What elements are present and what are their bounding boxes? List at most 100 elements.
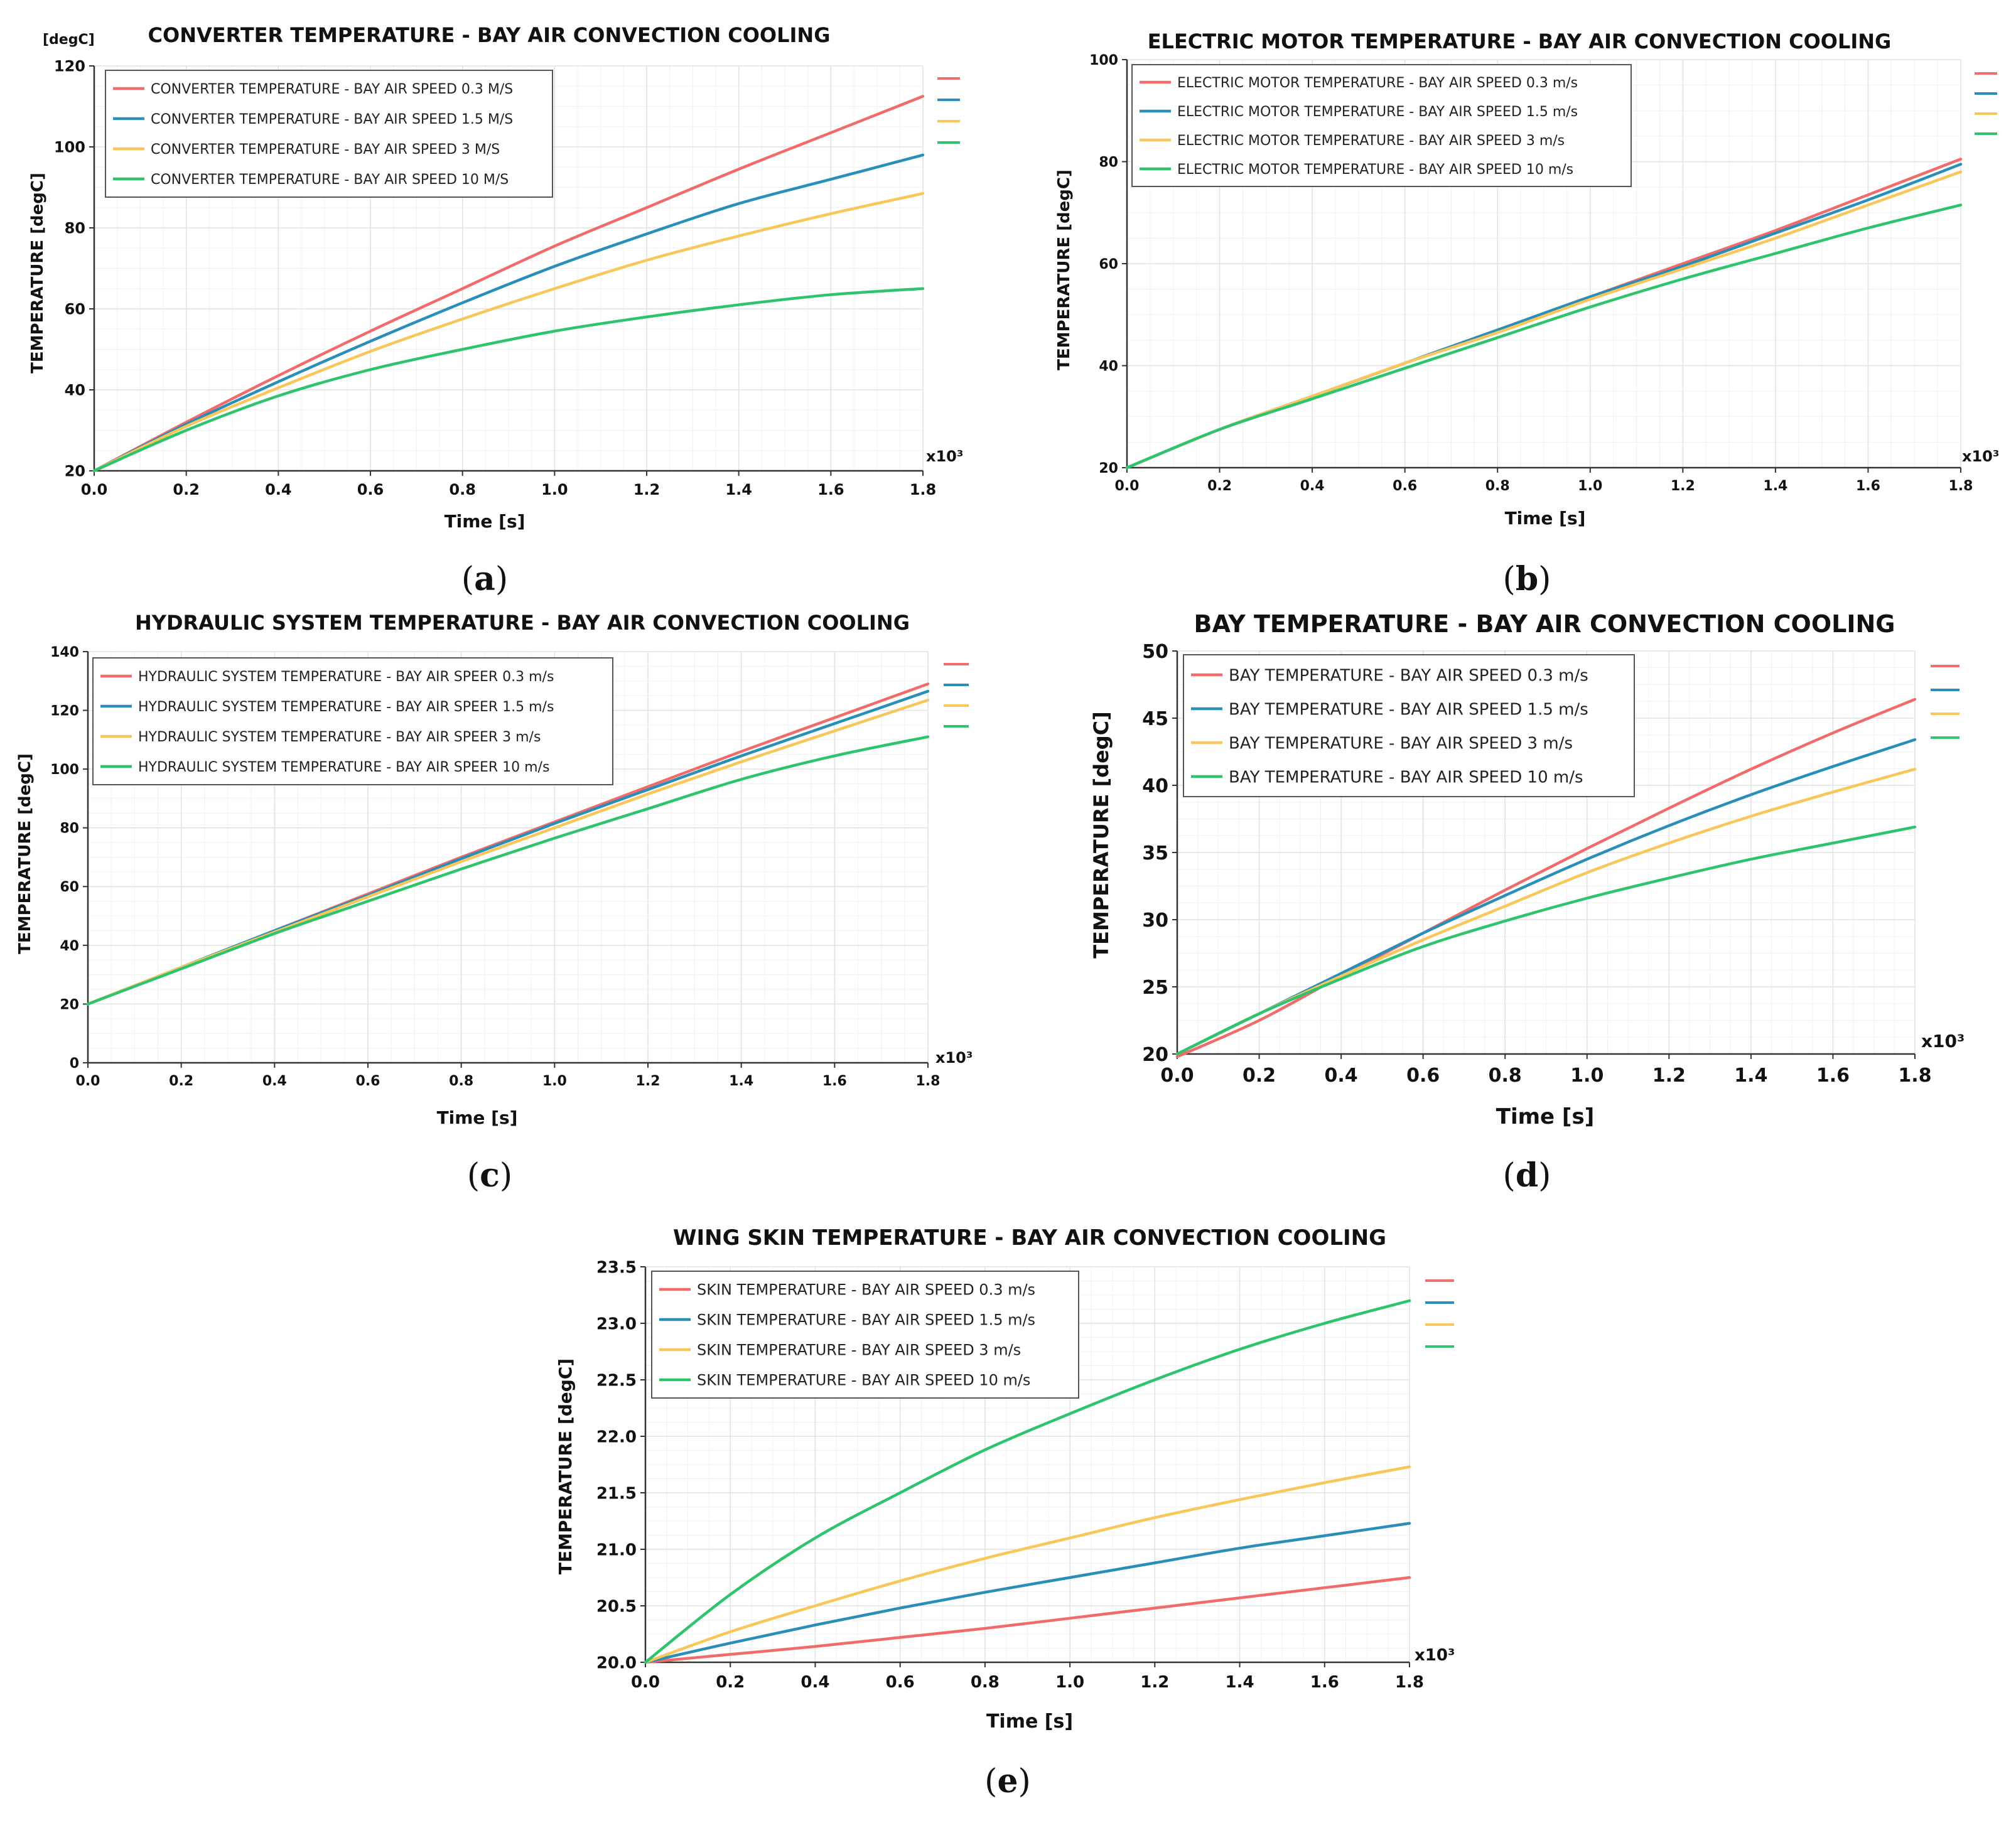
x-tick-label: 0.0 [1115, 478, 1140, 494]
y-tick-label: 80 [65, 220, 85, 237]
x-tick-label: 0.8 [449, 481, 476, 498]
x-axis-label: Time [s] [986, 1711, 1073, 1733]
y-tick-label: 21.0 [596, 1541, 637, 1559]
x-tick-label: 1.6 [1856, 478, 1880, 494]
y-tick-label: 20.0 [596, 1654, 637, 1672]
legend-label: CONVERTER TEMPERATURE - BAY AIR SPEED 0.… [151, 82, 513, 97]
x-tick-label: 0.4 [265, 481, 292, 498]
series-line [86, 735, 930, 1006]
legend-box [1183, 654, 1635, 797]
x-multiplier-label: x10³ [935, 1049, 973, 1067]
y-tick-label: 60 [65, 301, 85, 318]
x-tick-label: 1.6 [822, 1073, 847, 1089]
y-tick-label: 20 [1099, 461, 1118, 476]
x-axis-label: Time [s] [437, 1107, 518, 1128]
y-tick-label: 40 [60, 938, 79, 954]
x-tick-label: 0.4 [1300, 478, 1325, 494]
y-tick-label: 21.5 [596, 1484, 637, 1503]
y-tick-label: 80 [1099, 154, 1118, 170]
legend-label: SKIN TEMPERATURE - BAY AIR SPEED 3 m/s [697, 1342, 1021, 1359]
x-tick-label: 1.4 [1763, 478, 1787, 494]
legend-label: HYDRAULIC SYSTEM TEMPERATURE - BAY AIR S… [138, 760, 549, 775]
legend-box [92, 657, 613, 785]
x-tick-label: 0.0 [631, 1673, 660, 1692]
y-tick-label: 120 [54, 58, 85, 75]
x-tick-label: 1.2 [636, 1073, 660, 1089]
y-tick-label: 20 [65, 463, 85, 480]
panel-c: HYDRAULIC SYSTEM TEMPERATURE - BAY AIR C… [16, 611, 973, 1195]
x-tick-label: 1.2 [1671, 478, 1695, 494]
legend-box [105, 70, 553, 198]
caption-letter: e [997, 1762, 1018, 1800]
y-axis-label: TEMPERATURE [degC] [1055, 169, 1074, 370]
y-tick-label: 100 [54, 139, 85, 156]
y-tick-label: 120 [50, 703, 79, 719]
y-tick-label: 22.5 [596, 1371, 637, 1390]
panel-d: BAY TEMPERATURE - BAY AIR CONVECTION COO… [1089, 610, 1965, 1195]
x-tick-label: 1.6 [1310, 1673, 1339, 1692]
x-tick-label: 0.2 [169, 1073, 193, 1089]
series-line [644, 1522, 1411, 1664]
chart-title: HYDRAULIC SYSTEM TEMPERATURE - BAY AIR C… [135, 611, 910, 635]
x-tick-label: 0.6 [886, 1673, 915, 1692]
chart-title: BAY TEMPERATURE - BAY AIR CONVECTION COO… [1194, 610, 1895, 638]
x-axis-label: Time [s] [1505, 508, 1586, 529]
x-tick-label: 1.8 [916, 1073, 941, 1089]
panel-caption: (e) [984, 1762, 1031, 1800]
y-tick-label: 20 [1142, 1044, 1168, 1066]
series-line [92, 191, 925, 473]
x-tick-label: 1.0 [1578, 478, 1602, 494]
y-tick-label: 45 [1142, 708, 1168, 730]
x-axis-label: Time [s] [445, 511, 526, 532]
y-tick-label: 30 [1142, 910, 1168, 932]
y-tick-label: 22.0 [596, 1428, 637, 1446]
y-tick-label: 35 [1142, 842, 1168, 864]
legend-label: ELECTRIC MOTOR TEMPERATURE - BAY AIR SPE… [1177, 104, 1578, 120]
legend-label: SKIN TEMPERATURE - BAY AIR SPEED 1.5 m/s [697, 1311, 1035, 1329]
x-tick-label: 0.0 [1160, 1065, 1194, 1087]
x-tick-label: 0.6 [357, 481, 384, 498]
legend-label: CONVERTER TEMPERATURE - BAY AIR SPEED 1.… [151, 112, 513, 127]
legend-label: BAY TEMPERATURE - BAY AIR SPEED 10 m/s [1229, 768, 1583, 787]
y-tick-label: 100 [50, 762, 79, 778]
y-tick-label: 20.5 [596, 1597, 637, 1616]
x-tick-label: 1.0 [542, 1073, 567, 1089]
x-tick-label: 1.2 [633, 481, 660, 498]
x-multiplier-label: x10³ [1962, 448, 1999, 465]
x-multiplier-label: x10³ [1921, 1031, 1965, 1051]
legend-label: SKIN TEMPERATURE - BAY AIR SPEED 10 m/s [697, 1372, 1030, 1389]
y-axis-label: TEMPERATURE [degC] [16, 753, 35, 954]
x-tick-label: 1.0 [541, 481, 568, 498]
panel-e: WING SKIN TEMPERATURE - BAY AIR CONVECTI… [555, 1225, 1455, 1800]
y-axis-label: TEMPERATURE [degC] [555, 1358, 576, 1574]
series-line [644, 1465, 1411, 1664]
legend-label: HYDRAULIC SYSTEM TEMPERATURE - BAY AIR S… [138, 699, 554, 715]
x-tick-label: 0.4 [262, 1073, 287, 1089]
series-line [644, 1576, 1411, 1664]
series-line [1175, 697, 1917, 1058]
x-tick-label: 1.0 [1055, 1673, 1084, 1692]
x-tick-label: 1.6 [817, 481, 844, 498]
legend-label: HYDRAULIC SYSTEM TEMPERATURE - BAY AIR S… [138, 729, 541, 745]
caption-letter: b [1516, 560, 1538, 598]
caption-letter: d [1516, 1156, 1538, 1195]
y-axis-label: TEMPERATURE [degC] [1089, 711, 1113, 958]
y-tick-label: 20 [60, 997, 79, 1013]
panel-caption: (d) [1503, 1156, 1551, 1195]
x-tick-label: 0.2 [173, 481, 200, 498]
legend-label: SKIN TEMPERATURE - BAY AIR SPEED 0.3 m/s [697, 1281, 1035, 1299]
y-axis-label: TEMPERATURE [degC] [28, 173, 47, 374]
x-multiplier-label: x10³ [926, 448, 963, 465]
x-tick-label: 1.8 [1898, 1065, 1931, 1087]
y-tick-label: 100 [1089, 53, 1118, 68]
caption-letter: c [480, 1156, 500, 1195]
x-tick-label: 0.2 [1207, 478, 1232, 494]
x-tick-label: 1.0 [1570, 1065, 1604, 1087]
x-tick-label: 1.8 [1395, 1673, 1424, 1692]
x-tick-label: 0.2 [1242, 1065, 1276, 1087]
panel-caption: (a) [461, 560, 508, 598]
x-multiplier-label: x10³ [1415, 1646, 1455, 1665]
chart-title: CONVERTER TEMPERATURE - BAY AIR CONVECTI… [148, 23, 831, 47]
legend-box [651, 1271, 1079, 1399]
